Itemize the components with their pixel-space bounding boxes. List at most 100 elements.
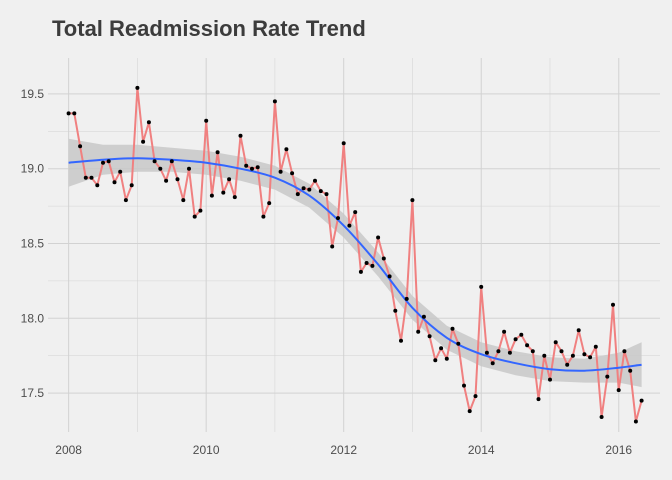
data-point	[536, 397, 541, 402]
data-point	[313, 178, 317, 183]
data-point	[633, 419, 638, 424]
data-point	[593, 344, 598, 349]
data-point	[89, 175, 94, 180]
data-point	[444, 356, 449, 361]
data-point	[559, 349, 564, 354]
data-point	[387, 274, 392, 279]
data-point	[439, 346, 444, 351]
data-point	[141, 139, 146, 144]
data-point	[192, 214, 197, 219]
y-tick-label: 17.5	[21, 386, 45, 400]
data-point	[198, 208, 203, 213]
x-tick-label: 2012	[330, 443, 357, 457]
x-tick-label: 2010	[193, 443, 220, 457]
data-point	[416, 329, 421, 334]
data-point	[290, 171, 295, 176]
data-point	[393, 308, 398, 313]
y-tick-label: 19.0	[21, 162, 45, 176]
data-point	[301, 186, 306, 191]
data-point	[129, 183, 134, 188]
x-tick-label: 2014	[468, 443, 495, 457]
data-point	[158, 166, 163, 171]
data-point	[381, 256, 386, 261]
data-point	[272, 99, 277, 104]
data-point	[525, 343, 530, 348]
data-point	[376, 235, 381, 240]
data-point	[421, 314, 426, 319]
data-point	[307, 187, 312, 192]
data-point	[496, 349, 501, 354]
data-point	[284, 147, 289, 152]
data-point	[330, 244, 335, 249]
data-point	[227, 177, 232, 182]
data-point	[490, 361, 495, 366]
smooth-trend-layer	[68, 157, 642, 372]
data-point	[479, 284, 484, 289]
data-point	[410, 198, 415, 203]
x-tick-label: 2016	[605, 443, 632, 457]
data-point	[267, 201, 272, 206]
x-tick-label: 2008	[55, 443, 82, 457]
data-point	[462, 383, 466, 388]
data-point	[404, 296, 409, 301]
data-point	[295, 192, 300, 197]
data-point	[244, 163, 249, 168]
confidence-band-layer	[68, 138, 642, 388]
data-point	[530, 349, 535, 354]
data-point	[318, 189, 323, 194]
data-point	[106, 159, 111, 164]
data-point	[364, 261, 369, 265]
smooth-trend-line	[68, 157, 642, 372]
data-point	[553, 340, 558, 345]
data-point	[232, 195, 237, 200]
y-tick-label: 19.5	[21, 87, 45, 101]
data-point	[146, 120, 151, 125]
data-point	[341, 141, 346, 146]
data-point	[164, 178, 169, 183]
axis-labels: 2008 2010 2012 2014 2016 17.5 18.0 18.5 19.0 19.5	[21, 87, 633, 457]
data-point	[66, 111, 71, 116]
data-point	[433, 358, 438, 363]
data-point	[112, 180, 117, 185]
confidence-band	[68, 138, 642, 388]
data-point	[95, 183, 100, 188]
data-point	[450, 326, 455, 331]
data-point	[347, 223, 352, 228]
data-point	[353, 210, 358, 215]
data-point	[370, 263, 375, 268]
data-point	[358, 269, 363, 274]
y-tick-label: 18.0	[21, 311, 45, 325]
data-point	[250, 166, 254, 171]
y-tick-label: 18.5	[21, 237, 45, 251]
data-point	[72, 111, 77, 116]
data-point	[507, 350, 512, 355]
data-point	[118, 169, 123, 174]
data-point	[255, 165, 260, 170]
data-point	[456, 341, 461, 346]
data-point	[187, 166, 191, 171]
data-point	[484, 350, 489, 355]
data-point	[123, 198, 128, 203]
data-point	[169, 159, 174, 164]
data-point	[278, 169, 283, 174]
data-point	[261, 214, 266, 219]
data-point	[622, 349, 627, 354]
data-point	[576, 328, 581, 333]
data-point	[175, 177, 180, 182]
data-point	[336, 216, 340, 221]
data-point	[599, 415, 604, 419]
data-point	[399, 338, 403, 343]
data-point	[221, 190, 226, 195]
data-point	[238, 133, 243, 138]
data-point	[427, 334, 432, 339]
data-point	[570, 353, 575, 358]
data-point	[611, 302, 615, 307]
data-point	[605, 374, 610, 379]
data-point	[639, 398, 644, 403]
data-point	[513, 337, 518, 342]
data-point	[209, 193, 214, 198]
data-point	[204, 118, 209, 123]
data-point	[616, 388, 621, 393]
